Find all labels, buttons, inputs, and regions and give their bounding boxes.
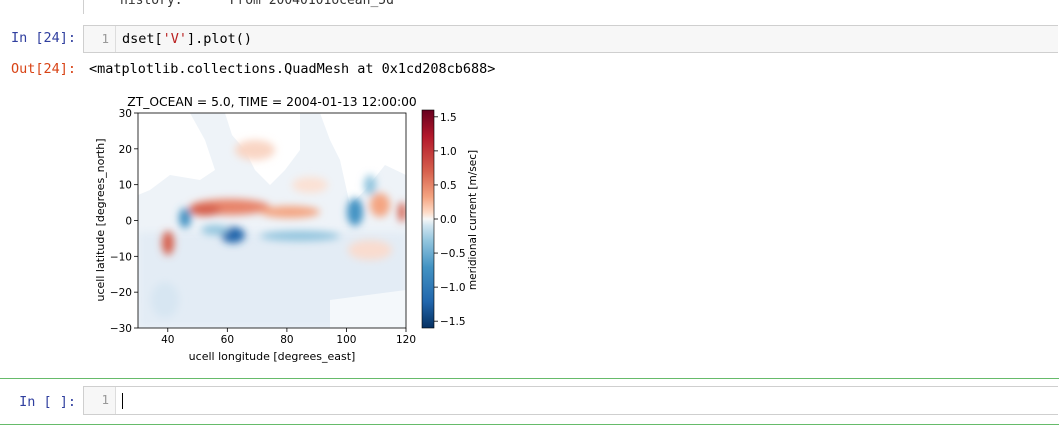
anomaly-blue-somali <box>179 208 191 228</box>
code-string: 'V' <box>162 31 188 47</box>
y-tick-label: 20 <box>119 144 132 156</box>
code-input-empty[interactable]: 1 <box>83 386 1058 415</box>
code-prefix: dset[ <box>122 31 163 47</box>
code-line[interactable]: dset['V'].plot() <box>122 26 252 52</box>
colorbar-tick-label: 1.5 <box>440 112 457 124</box>
x-tick-label: 60 <box>221 334 234 346</box>
y-tick-label: −20 <box>110 287 132 299</box>
in-prompt-empty: In [ ]: <box>19 394 76 410</box>
land-africa-arabia <box>138 113 215 195</box>
y-tick-label: 10 <box>119 180 132 192</box>
anomaly-blue-west <box>201 225 229 235</box>
colorbar-tick-label: −1.5 <box>440 316 466 328</box>
colorbar-tick-label: −0.5 <box>440 248 466 260</box>
anomaly-red-west <box>189 204 221 216</box>
anomaly-blue-bay <box>364 175 376 195</box>
colorbar-tick-label: 1.0 <box>440 146 457 158</box>
anomaly-red-bay-of-bengal <box>292 177 328 193</box>
out-prompt-24: Out[24]: <box>10 61 76 77</box>
line-number: 1 <box>84 26 116 52</box>
text-cursor <box>122 393 123 409</box>
anomaly-blue-southwest <box>151 282 179 318</box>
y-axis-ticks: 30 20 10 0 −10 −20 −30 <box>110 108 138 335</box>
anomaly-red-east <box>370 193 390 217</box>
anomaly-blue-east <box>347 198 363 226</box>
x-tick-label: 100 <box>336 334 356 346</box>
output-repr: <matplotlib.collections.QuadMesh at 0x1c… <box>89 61 496 77</box>
code-suffix: ].plot() <box>187 31 253 47</box>
land-australia <box>330 290 406 328</box>
anomaly-red-arabian-sea <box>235 140 275 160</box>
colorbar-tick-label: 0.0 <box>440 214 457 226</box>
x-tick-label: 40 <box>161 334 174 346</box>
x-tick-label: 120 <box>396 334 416 346</box>
active-cell[interactable] <box>0 378 1059 425</box>
anomaly-red-central <box>260 206 320 218</box>
plot-title: ZT_OCEAN = 5.0, TIME = 2004-01-13 12:00:… <box>127 95 417 109</box>
anomaly-red-coast <box>162 231 174 255</box>
y-tick-label: 30 <box>119 108 132 120</box>
colorbar-ticks: 1.5 1.0 0.5 0.0 −0.5 −1.0 −1.5 <box>434 112 466 328</box>
previous-cell-output: history: From 20040101ocean_5d <box>0 0 1059 14</box>
colorbar <box>421 109 435 329</box>
land-southeast-asia <box>320 113 406 205</box>
x-tick-label: 80 <box>280 334 293 346</box>
colorbar-tick-label: 0.5 <box>440 180 457 192</box>
anomaly-red-southeast <box>348 240 392 260</box>
current-anomalies <box>151 140 406 318</box>
code-input-24[interactable]: 1 dset['V'].plot() <box>83 25 1058 53</box>
line-number: 1 <box>84 387 116 414</box>
y-tick-label: −10 <box>110 251 132 263</box>
x-axis-ticks: 40 60 80 100 120 <box>161 328 416 346</box>
previous-output-text: history: From 20040101ocean_5d <box>120 0 394 8</box>
anomaly-blue-south <box>260 231 340 241</box>
colorbar-label: meridional current [m/sec] <box>467 150 479 290</box>
previous-cell-border <box>83 0 84 14</box>
y-tick-label: 0 <box>125 216 132 228</box>
y-axis-label: ucell latitude [degrees_north] <box>94 139 107 302</box>
anomaly-red-edge <box>398 202 406 222</box>
x-axis-label: ucell longitude [degrees_east] <box>189 350 356 363</box>
in-prompt-24: In [24]: <box>10 30 76 46</box>
heatmap-field <box>138 113 406 328</box>
colorbar-tick-label: −1.0 <box>440 282 466 294</box>
y-tick-label: −30 <box>110 323 132 335</box>
